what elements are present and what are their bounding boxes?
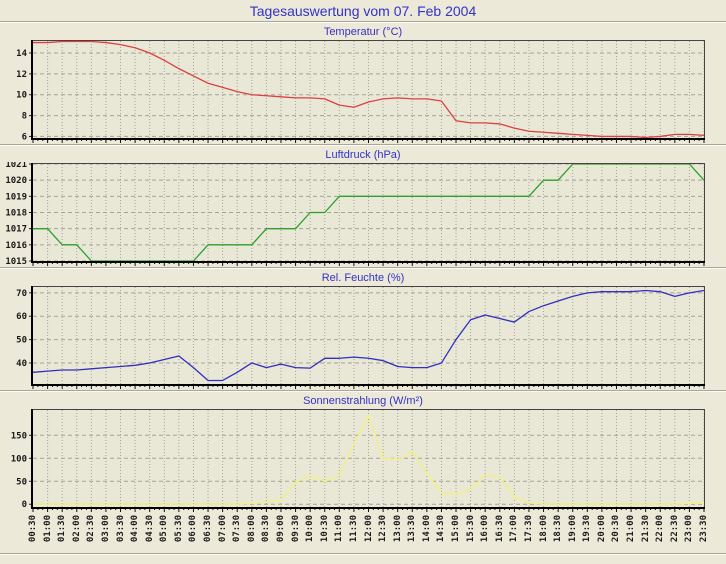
data-series-line [32,289,705,382]
x-tick-label: 02:30 [86,515,97,543]
y-tick-label: 14 [16,49,27,59]
divider [0,144,726,146]
x-tick-label: 01:30 [57,515,68,543]
temperatur-chart: 6 8 10 12 14 [16,40,705,143]
x-tick-label: 09:30 [290,515,301,543]
divider [0,390,726,392]
chart-section-temperatur: Temperatur (°C) 6 8 10 12 14 [0,26,726,144]
x-tick-label: 16:30 [494,515,505,543]
x-tick-label: 03:00 [100,515,111,543]
y-tick-label: 0 [22,500,27,510]
y-tick-label: 50 [16,336,27,346]
x-tick-label: 15:30 [465,515,476,543]
x-tick-label: 21:00 [626,515,637,543]
divider [0,553,726,555]
y-tick-label: 70 [16,289,27,299]
x-tick-label: 17:00 [509,515,520,543]
x-tick-label: 20:30 [611,515,622,543]
chart-title-luftdruck: Luftdruck (hPa) [325,149,401,161]
data-series-line [32,414,705,505]
y-tick-label: 6 [22,132,27,142]
feuchte-chart: 40 50 60 70 [16,286,705,389]
x-tick-label: 23:30 [699,515,709,543]
y-tick-label: 1018 [5,209,27,219]
x-tick-label: 15:00 [451,515,462,543]
chart-title-temperatur: Temperatur (°C) [323,26,403,38]
y-tick-label: 1019 [5,192,27,202]
x-tick-label: 22:30 [669,515,680,543]
y-tick-label: 100 [11,454,27,464]
y-tick-label: 1016 [5,241,27,251]
data-series-line [32,40,705,139]
x-tick-label: 11:30 [348,515,359,543]
x-tick-label: 05:30 [173,515,184,543]
x-tick-label: 02:00 [71,515,82,543]
x-tick-label: 07:00 [217,515,228,543]
chart-title-sonnenstrahlung: Sonnenstrahlung (W/m²) [303,395,423,407]
chart-section-luftdruck: Luftdruck (hPa) 1015 1016 1017 1018 1019 1020… [0,149,726,267]
y-tick-label: 1020 [5,176,27,186]
divider [0,21,726,23]
x-tick-label: 01:00 [42,515,53,543]
x-tick-label: 03:30 [115,515,126,543]
y-tick-label: 50 [16,477,27,487]
y-tick-label: 1017 [5,225,27,235]
x-tick-label: 07:30 [232,515,243,543]
y-tick-label: 1021 [5,162,27,170]
y-tick-label: 12 [16,70,27,80]
x-tick-label: 04:30 [144,515,155,543]
x-tick-label: 21:30 [640,515,651,543]
x-tick-label: 17:30 [523,515,534,543]
y-tick-label: 60 [16,312,27,322]
x-tick-label: 04:00 [130,515,141,543]
y-tick-label: 1015 [5,257,27,267]
x-tick-label: 06:30 [203,515,214,543]
x-tick-label: 22:00 [655,515,666,543]
y-tick-label: 10 [16,91,27,101]
x-tick-label: 16:00 [480,515,491,543]
y-tick-label: 40 [16,359,27,369]
x-tick-label: 19:30 [582,515,593,543]
x-tick-label: 12:30 [378,515,389,543]
y-tick-label: 8 [22,112,27,122]
x-tick-label: 10:30 [319,515,330,543]
x-tick-label: 08:30 [261,515,272,543]
chart-section-feuchte: Rel. Feuchte (%) 40 50 60 70 [0,272,726,390]
x-tick-label: 06:00 [188,515,199,543]
x-tick-label: 12:00 [363,515,374,543]
x-tick-label: 14:30 [436,515,447,543]
divider [0,267,726,269]
x-tick-label: 19:00 [567,515,578,543]
y-tick-label: 150 [11,431,27,441]
chart-title-feuchte: Rel. Feuchte (%) [321,272,405,284]
page-title: Tagesauswertung vom 07. Feb 2004 [249,3,477,19]
x-tick-label: 08:00 [246,515,257,543]
x-tick-label: 00:30 [28,515,38,543]
luftdruck-chart: 1015 1016 1017 1018 1019 1020 1021 [5,162,705,267]
x-tick-label: 18:00 [538,515,549,543]
x-tick-label: 14:00 [421,515,432,543]
x-tick-label: 23:00 [684,515,695,543]
x-tick-label: 11:00 [334,515,345,543]
sonnenstrahlung-chart: 0 50 100 150 [11,409,705,512]
x-tick-label: 18:30 [553,515,564,543]
x-tick-label: 09:00 [275,515,286,543]
x-tick-label: 10:00 [305,515,316,543]
x-tick-label: 13:00 [392,515,403,543]
x-tick-label: 13:30 [407,515,418,543]
x-tick-label: 20:00 [596,515,607,543]
x-axis-labels: 00:30 01:00 01:30 02:00 02:30 03:00 03:30 04:00… [0,513,726,553]
x-tick-label: 05:00 [159,515,170,543]
chart-section-sonnenstrahlung: Sonnenstrahlung (W/m²) 0 50 100 150 [0,395,726,513]
